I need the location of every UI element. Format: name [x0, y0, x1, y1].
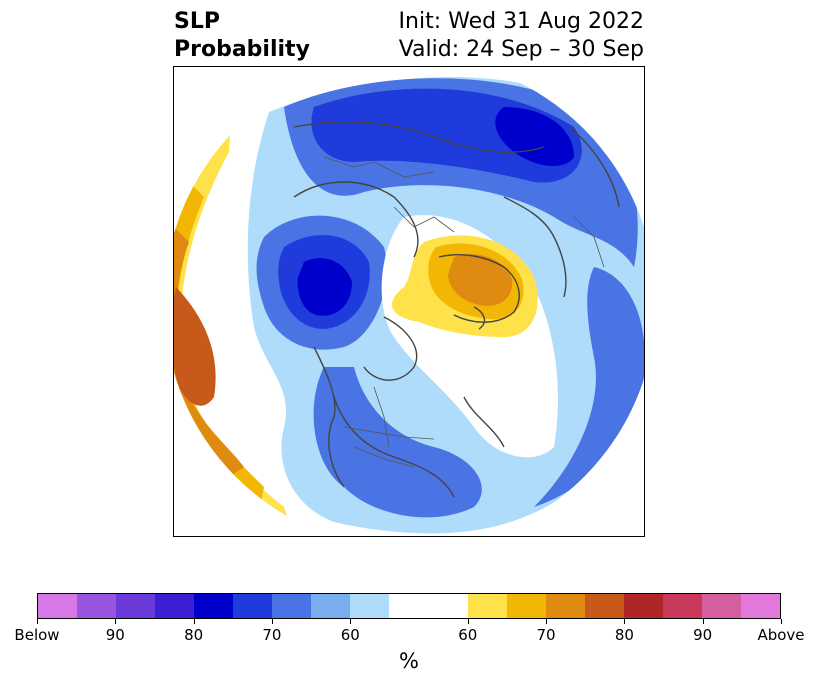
- colorbar-tick: [37, 619, 38, 624]
- below-80-siberia: [495, 107, 574, 167]
- above-60-band: [174, 67, 294, 536]
- colorbar-tick-label: 60: [458, 626, 478, 644]
- below-70-east: [534, 267, 644, 507]
- colorbar-tick-label: 70: [536, 626, 556, 644]
- valid-range: Valid: 24 Sep – 30 Sep: [398, 37, 644, 62]
- colorbar-tick-label: 60: [340, 626, 360, 644]
- colorbar-segment: [467, 594, 507, 618]
- colorbar-tick: [624, 619, 626, 624]
- probability-map: [174, 67, 644, 536]
- colorbar-tick: [702, 619, 704, 624]
- colorbar-segment: [233, 594, 273, 618]
- colorbar-tick: [115, 619, 117, 624]
- chart-title-right: Init: Wed 31 Aug 2022 Valid: 24 Sep – 30…: [399, 8, 644, 64]
- init-date: Init: Wed 31 Aug 2022: [398, 9, 644, 34]
- coastlines: [293, 121, 620, 498]
- colorbar-segment: [428, 594, 468, 618]
- colorbar-tick-label: 70: [262, 626, 282, 644]
- below-80-canada: [297, 258, 352, 316]
- colorbar-segment: [506, 594, 546, 618]
- above-75-band: [174, 287, 216, 406]
- colorbar-tick-label: 90: [693, 626, 713, 644]
- title-product: Probability: [174, 37, 310, 62]
- colorbar-segment: [272, 594, 312, 618]
- colorbar-tick: [467, 619, 469, 624]
- colorbar: [37, 593, 781, 619]
- polar-map: [173, 66, 645, 537]
- above-70-greenland: [448, 254, 513, 306]
- colorbar-tick: [271, 619, 273, 624]
- colorbar-segment: [545, 594, 585, 618]
- colorbar-tick-label: 90: [105, 626, 125, 644]
- colorbar-tick: [781, 619, 782, 624]
- colorbar-segment: [389, 594, 429, 618]
- colorbar-segment: [584, 594, 624, 618]
- colorbar-segment: [116, 594, 156, 618]
- colorbar-segment: [77, 594, 117, 618]
- colorbar-tick: [350, 619, 352, 624]
- colorbar-segment: [350, 594, 390, 618]
- colorbar-segment: [311, 594, 351, 618]
- colorbar-tick-label: Above: [757, 626, 805, 644]
- colorbar-segment: [701, 594, 741, 618]
- colorbar-segment: [38, 594, 78, 618]
- colorbar-unit-label: %: [399, 649, 419, 673]
- colorbar-tick: [193, 619, 195, 624]
- colorbar-tick-label: 80: [614, 626, 634, 644]
- colorbar-segment: [194, 594, 234, 618]
- title-variable: SLP: [174, 9, 220, 34]
- colorbar-tick-label: 80: [184, 626, 204, 644]
- colorbar-tick-label: Below: [14, 626, 60, 644]
- colorbar-segment: [155, 594, 195, 618]
- political-borders: [323, 156, 605, 468]
- colorbar-segment: [662, 594, 702, 618]
- colorbar-segment: [740, 594, 780, 618]
- chart-title-left: SLP Probability: [174, 8, 310, 64]
- colorbar-segment: [623, 594, 663, 618]
- colorbar-tick: [546, 619, 548, 624]
